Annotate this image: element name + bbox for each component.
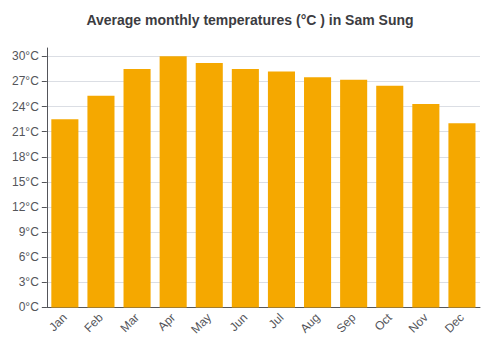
svg-text:Feb: Feb	[81, 310, 106, 335]
svg-text:30°C: 30°C	[12, 49, 39, 63]
svg-text:Jan: Jan	[46, 311, 70, 335]
svg-text:21°C: 21°C	[12, 125, 39, 139]
svg-text:May: May	[188, 311, 214, 337]
svg-text:0°C: 0°C	[19, 300, 39, 314]
svg-text:27°C: 27°C	[12, 74, 39, 88]
svg-text:Jul: Jul	[266, 311, 287, 332]
svg-text:9°C: 9°C	[19, 225, 39, 239]
svg-text:Nov: Nov	[406, 311, 431, 336]
svg-text:Aug: Aug	[298, 311, 323, 336]
svg-text:24°C: 24°C	[12, 100, 39, 114]
svg-text:12°C: 12°C	[12, 200, 39, 214]
svg-text:15°C: 15°C	[12, 175, 39, 189]
svg-text:Mar: Mar	[118, 311, 143, 335]
svg-text:Jun: Jun	[227, 311, 251, 335]
svg-text:Sep: Sep	[334, 310, 359, 335]
svg-text:6°C: 6°C	[19, 250, 39, 264]
svg-text:Apr: Apr	[155, 311, 178, 334]
svg-text:Oct: Oct	[372, 310, 396, 334]
svg-text:3°C: 3°C	[19, 275, 39, 289]
svg-text:Average monthly temperatures (: Average monthly temperatures (°C ) in Sa…	[86, 12, 413, 28]
svg-text:18°C: 18°C	[12, 150, 39, 164]
svg-text:Dec: Dec	[442, 311, 467, 336]
